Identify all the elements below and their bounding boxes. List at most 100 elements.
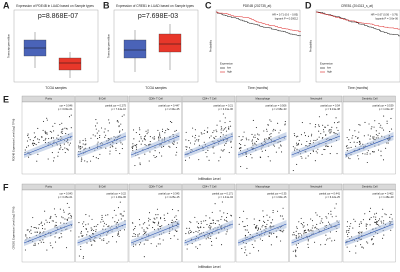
point <box>108 119 110 121</box>
km-stat: HR = 0.67 (0.56 − 0.79) <box>371 13 398 17</box>
point <box>270 136 272 138</box>
point <box>208 159 210 161</box>
point <box>122 215 125 217</box>
point <box>357 231 359 233</box>
point <box>359 141 361 143</box>
point <box>168 232 170 234</box>
point <box>44 141 46 144</box>
point <box>214 137 216 139</box>
point <box>135 132 137 134</box>
point <box>67 142 69 144</box>
point <box>295 230 297 232</box>
point <box>36 231 38 233</box>
point <box>159 135 161 137</box>
point <box>206 156 208 158</box>
point <box>266 130 268 132</box>
point <box>113 209 115 211</box>
point <box>54 236 56 238</box>
point <box>381 135 383 137</box>
point <box>92 134 94 136</box>
x-axis-label: Time (months) <box>348 86 368 90</box>
point <box>367 150 369 152</box>
point <box>255 140 257 143</box>
point <box>324 243 326 246</box>
point <box>165 129 167 132</box>
point <box>65 247 68 249</box>
point <box>103 222 106 224</box>
point <box>222 113 224 115</box>
point <box>140 138 142 140</box>
point <box>223 212 225 214</box>
point <box>132 145 134 147</box>
point <box>61 129 63 131</box>
point <box>44 132 46 134</box>
point <box>43 241 45 243</box>
point <box>171 121 173 124</box>
point <box>42 129 44 131</box>
x-axis-label: Time (months) <box>248 86 268 90</box>
point <box>311 227 313 229</box>
point <box>196 221 198 223</box>
point <box>142 140 144 142</box>
point <box>198 139 200 141</box>
point <box>55 221 57 223</box>
point <box>282 218 284 220</box>
y-axis-label: Transcript per million <box>107 33 111 58</box>
point <box>300 217 302 219</box>
point <box>78 255 80 257</box>
point <box>364 213 366 215</box>
point <box>197 140 199 142</box>
point <box>144 232 146 234</box>
point <box>316 214 318 216</box>
point <box>249 233 251 236</box>
point <box>244 229 246 231</box>
point <box>195 134 197 136</box>
point <box>159 226 161 228</box>
box <box>58 57 82 71</box>
point <box>303 231 305 233</box>
point <box>30 229 32 231</box>
point <box>296 226 298 228</box>
point <box>156 245 158 247</box>
point <box>119 229 121 232</box>
point <box>156 208 159 210</box>
point <box>60 222 62 224</box>
point <box>381 127 383 129</box>
panel-label: B <box>103 0 110 10</box>
point <box>184 159 187 161</box>
point <box>389 131 391 133</box>
point <box>82 235 84 237</box>
point <box>375 130 377 132</box>
point <box>144 153 146 155</box>
point <box>118 126 120 128</box>
point <box>375 212 377 214</box>
point <box>353 218 355 220</box>
point <box>225 233 227 235</box>
point <box>325 234 327 236</box>
point <box>98 130 100 132</box>
fit-line <box>291 223 341 244</box>
point <box>158 152 161 154</box>
ci-band <box>238 220 287 246</box>
point <box>92 155 94 158</box>
point <box>369 207 372 209</box>
point <box>331 240 333 242</box>
point <box>35 144 37 146</box>
point <box>70 217 72 219</box>
point <box>359 124 361 126</box>
point <box>355 252 357 254</box>
point <box>186 248 188 250</box>
point <box>48 221 50 223</box>
point <box>369 138 371 140</box>
point <box>57 155 59 157</box>
point <box>52 220 55 222</box>
point <box>281 151 283 153</box>
km-curve <box>316 11 400 30</box>
point <box>158 221 160 223</box>
point <box>220 218 222 220</box>
point <box>368 123 370 125</box>
point <box>252 119 254 122</box>
point <box>118 235 120 237</box>
point <box>78 236 80 238</box>
point <box>375 134 377 136</box>
